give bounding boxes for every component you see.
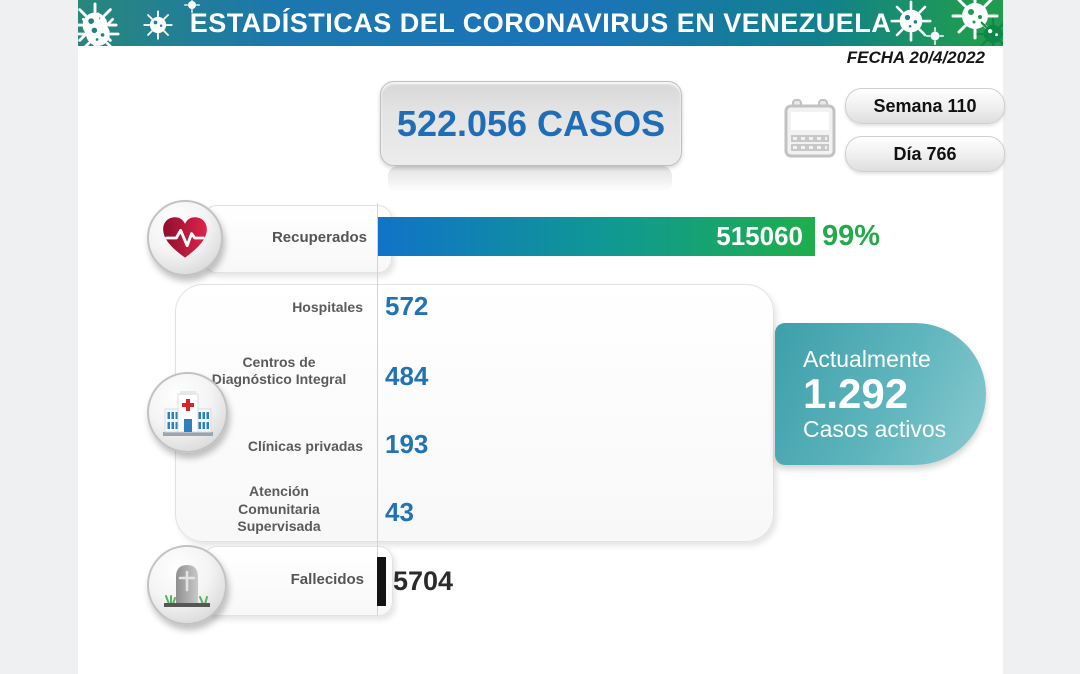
facility-value: 484 (385, 361, 429, 391)
date-label: FECHA 20/4/2022 (846, 48, 985, 67)
hospital-icon-badge (147, 372, 228, 453)
total-cases-value: 522.056 CASOS (396, 102, 666, 144)
active-cases-intro: Actualmente (803, 346, 931, 372)
recovered-percent: 99% (822, 220, 881, 252)
facility-value: 572 (385, 291, 429, 321)
total-cases-reflection (388, 166, 672, 192)
facility-label: Hospitales (292, 299, 363, 315)
active-cases-box: Actualmente 1.292 Casos activos (775, 323, 986, 465)
day-label: Día 766 (893, 143, 957, 164)
hospital-icon (162, 390, 213, 436)
deceased-label: Fallecidos (290, 571, 364, 588)
facility-label: Clínicas privadas (247, 438, 363, 454)
virus-icon (184, 0, 200, 13)
virus-icon (890, 0, 932, 42)
active-cases-caption: Casos activos (803, 416, 947, 442)
virus-icon (926, 27, 944, 45)
active-cases-value: 1.292 (803, 370, 909, 417)
facility-value: 43 (385, 497, 414, 527)
deceased-label-box: Fallecidos (203, 546, 393, 616)
deceased-bar (377, 557, 386, 606)
recovered-label: Recuperados (271, 229, 367, 246)
left-gutter (0, 0, 78, 674)
header-banner: ESTADÍSTICAS DEL CORONAVIRUS EN VENEZUEL… (78, 0, 1003, 46)
week-label: Semana 110 (873, 95, 977, 116)
virus-icon (143, 10, 173, 40)
facility-value: 193 (385, 429, 429, 459)
calendar-icon (784, 99, 836, 158)
tombstone-icon (164, 565, 210, 607)
facilities-panel (175, 284, 774, 542)
virus-icon (78, 12, 120, 46)
page-title: ESTADÍSTICAS DEL CORONAVIRUS EN VENEZUEL… (189, 8, 892, 38)
chart-axis-line (377, 203, 378, 615)
deceased-value: 5704 (393, 566, 454, 596)
week-pill: Semana 110 (845, 88, 1005, 124)
heart-pulse-icon (163, 217, 207, 258)
day-pill: Día 766 (845, 136, 1005, 172)
recovered-value: 515060 (716, 221, 803, 251)
recovered-bar: 515060 (378, 217, 815, 256)
right-gutter (1003, 0, 1080, 674)
recovered-icon-badge (147, 200, 223, 276)
deceased-icon-badge (147, 545, 227, 625)
total-cases-box: 522.056 CASOS (380, 81, 682, 166)
recovered-label-box: Recuperados (203, 205, 392, 273)
facility-label: Atención Comunitaria Supervisada (237, 483, 321, 534)
virus-icon (976, 17, 1003, 46)
facility-label: Centros de Diagnóstico Integral (211, 354, 347, 387)
